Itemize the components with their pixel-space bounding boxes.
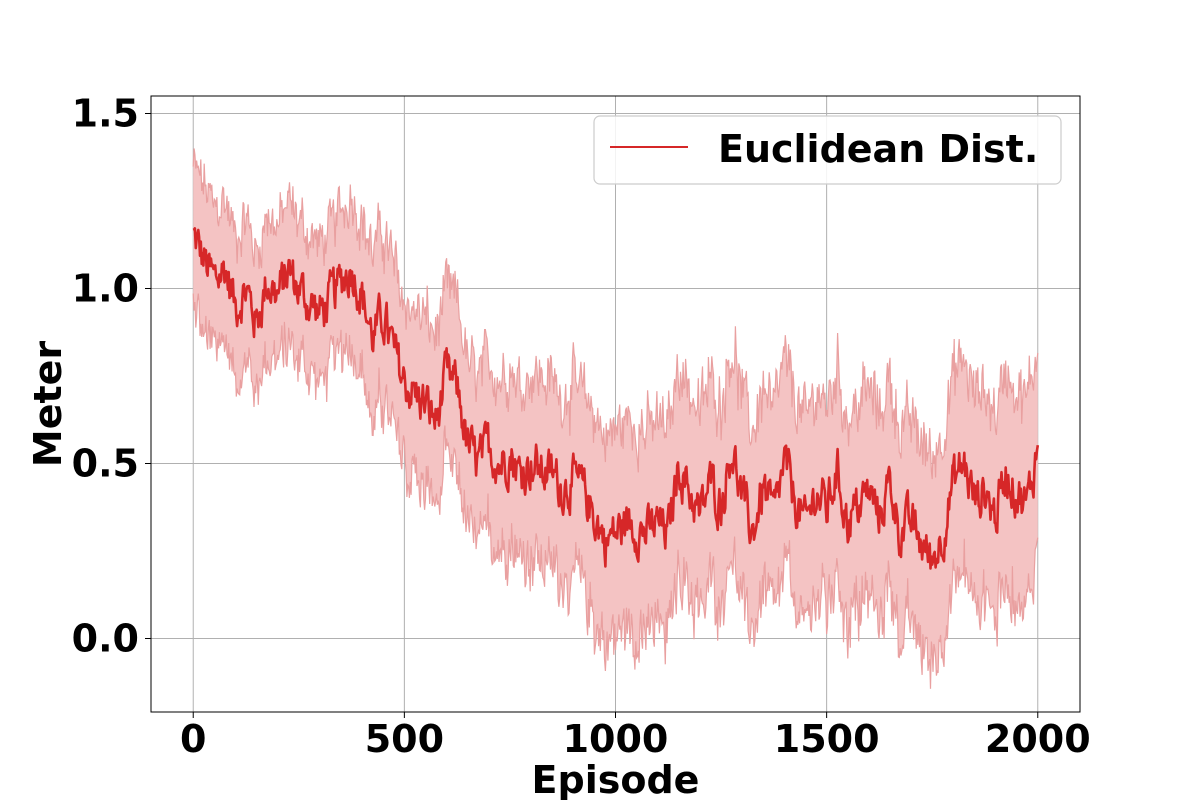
series-line-euclidean-dist [192, 227, 1040, 570]
series-line-layer [192, 227, 1040, 570]
legend-label: Euclidean Dist. [718, 127, 1038, 171]
spread-band [193, 148, 1038, 689]
x-axis-ticks: 0 500 1000 1500 2000 [180, 712, 1091, 761]
y-tick-label-0: 0.0 [72, 617, 139, 661]
spread-band-upper-edge [192, 148, 1039, 480]
x-tick-label-0: 0 [180, 717, 206, 761]
y-tick-label-2: 1.0 [72, 267, 139, 311]
y-tick-label-1: 0.5 [72, 442, 139, 486]
x-tick-label-1: 500 [365, 717, 444, 761]
x-tick-label-3: 1500 [774, 717, 880, 761]
spread-band-layer [192, 148, 1039, 689]
spread-band-lower-edge [192, 293, 1039, 689]
x-tick-label-2: 1000 [563, 717, 669, 761]
x-axis-label: Episode [532, 758, 700, 800]
legend-box [593, 115, 1062, 185]
y-axis-label: Meter [26, 341, 70, 468]
y-axis-ticks: 0.0 0.5 1.0 1.5 [72, 92, 151, 661]
x-tick-label-4: 2000 [985, 717, 1091, 761]
y-tick-label-3: 1.5 [72, 92, 139, 136]
legend: Euclidean Dist. [593, 115, 1062, 185]
